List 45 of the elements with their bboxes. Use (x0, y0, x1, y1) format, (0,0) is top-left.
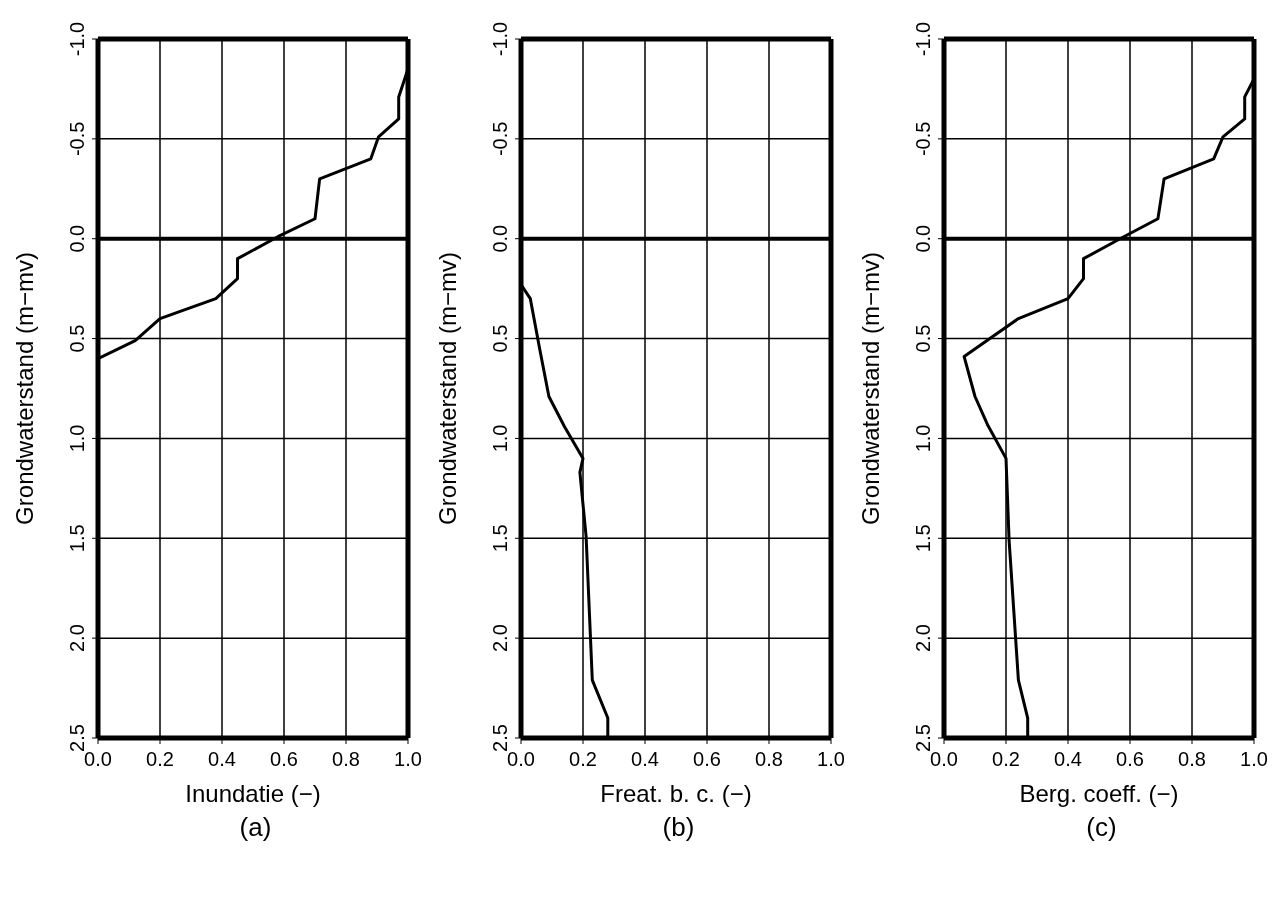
y-tick-label: 0.5 (66, 324, 88, 353)
y-tick-label: 2.0 (912, 624, 934, 653)
x-tick-label: 0.4 (208, 748, 236, 770)
x-tick-label: 0.2 (569, 748, 597, 770)
y-tick-label: 2.0 (489, 624, 511, 653)
x-tick-label: 0.6 (270, 748, 298, 770)
y-tick-label: -1.0 (912, 21, 934, 57)
y-tick-label: 0.0 (912, 224, 934, 253)
x-tick-label: 0.2 (146, 748, 174, 770)
text: (a) (238, 812, 273, 843)
y-tick-label: 0.0 (66, 224, 88, 253)
x-tick-label: 0.8 (755, 748, 783, 770)
y-tick-label: -1.0 (489, 21, 511, 57)
y-tick-label: -1.0 (66, 21, 88, 57)
x-tick-label: 1.0 (394, 748, 422, 770)
x-tick-label: 0.6 (693, 748, 721, 770)
x-tick-label: 0.8 (332, 748, 360, 770)
x-tick-label: 0.6 (1116, 748, 1144, 770)
x-tick-label: 0.4 (1054, 748, 1082, 770)
x-axis-title: Berg. coeff. (−) (1019, 780, 1179, 807)
x-tick-label: 1.0 (817, 748, 845, 770)
y-tick-label: 1.0 (489, 424, 511, 453)
y-axis-title: Grondwaterstand (m−mv) (433, 252, 461, 525)
y-tick-label: -0.5 (912, 121, 934, 157)
y-tick-label: 1.5 (489, 524, 511, 553)
x-tick-label: 1.0 (1240, 748, 1268, 770)
x-axis-title: Inundatie (−) (185, 780, 321, 807)
y-tick-label: 1.5 (912, 524, 934, 553)
y-tick-label: 0.5 (912, 324, 934, 353)
y-axis-title: Grondwaterstand (m−mv) (856, 252, 884, 525)
text: (c) (1085, 812, 1118, 843)
x-axis-title: Freat. b. c. (−) (600, 780, 752, 807)
x-tick-label: 0.2 (992, 748, 1020, 770)
text: (b) (661, 812, 696, 843)
y-tick-label: 1.5 (66, 524, 88, 553)
x-tick-label: 0.4 (631, 748, 659, 770)
y-tick-label: 1.0 (66, 424, 88, 453)
y-tick-label: 0.5 (489, 324, 511, 353)
y-axis-title: Grondwaterstand (m−mv) (10, 252, 38, 525)
y-tick-label: -0.5 (66, 121, 88, 157)
x-tick-label: 0.8 (1178, 748, 1206, 770)
y-tick-label: -0.5 (489, 121, 511, 157)
y-tick-label: 0.0 (489, 224, 511, 253)
y-tick-label: 2.0 (66, 624, 88, 653)
y-tick-label: 1.0 (912, 424, 934, 453)
